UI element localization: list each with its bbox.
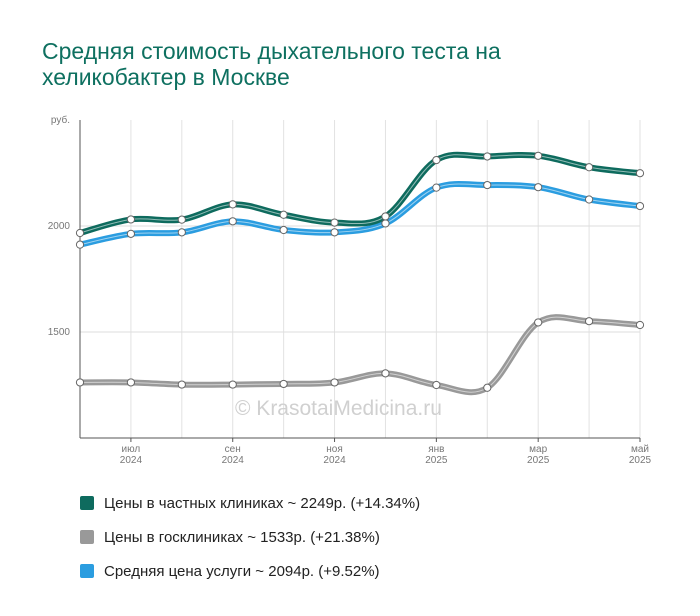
data-point[interactable] [483,383,492,392]
legend-swatch [80,496,94,510]
x-tick-label-month: сен [225,444,241,455]
data-point[interactable] [75,240,85,249]
data-point[interactable] [584,163,594,172]
data-point[interactable] [279,225,288,235]
x-tick-label-month: янв [428,444,444,455]
series-layer [77,151,643,396]
data-point[interactable] [126,229,136,238]
data-point[interactable] [432,380,441,390]
legend-swatch [80,530,94,544]
data-point[interactable] [228,200,237,209]
data-point[interactable] [330,228,339,237]
legend-label: Цены в госклиниках ~ 1533р. (+21.38%) [104,528,380,546]
x-tick-label-month: июл [122,444,141,455]
data-point[interactable] [279,210,288,219]
data-point[interactable] [381,219,390,228]
data-point[interactable] [635,320,645,330]
data-point[interactable] [432,183,441,192]
points-layer [75,151,645,392]
x-tick-label-year: 2024 [323,455,346,466]
data-point[interactable] [126,215,136,224]
data-point[interactable] [432,155,441,165]
data-point[interactable] [126,378,136,387]
data-point[interactable] [584,317,594,326]
x-tick-label-year: 2025 [425,455,448,466]
data-point[interactable] [177,215,186,224]
x-tick-label-month: май [631,444,649,455]
y-tick-label: 1500 [48,327,71,338]
line-chart: 15002000руб.июл2024сен2024ноя2024янв2025… [48,114,652,466]
data-point[interactable] [279,379,288,389]
data-point[interactable] [228,380,237,389]
data-point[interactable] [534,183,543,192]
x-tick-label-year: 2024 [222,455,245,466]
data-point[interactable] [483,180,492,190]
x-tick-label-year: 2024 [120,455,143,466]
legend-item-public[interactable]: Цены в госклиниках ~ 1533р. (+21.38%) [80,520,420,554]
data-point[interactable] [330,378,339,387]
data-point[interactable] [228,217,237,226]
data-point[interactable] [534,318,543,327]
data-point[interactable] [75,378,85,387]
data-point[interactable] [381,212,390,221]
legend-item-average[interactable]: Средняя цена услуги ~ 2094р. (+9.52%) [80,554,420,588]
data-point[interactable] [75,228,85,238]
series-line-outline [77,180,643,248]
data-point[interactable] [635,201,645,211]
y-tick-label: 2000 [48,221,71,232]
legend-label: Цены в частных клиниках ~ 2249р. (+14.34… [104,494,421,512]
data-point[interactable] [635,169,645,178]
y-axis-unit-label: руб. [51,114,70,126]
data-point[interactable] [534,151,543,160]
x-tick-label-month: ноя [326,444,343,455]
legend-label: Средняя цена услуги ~ 2094р. (+9.52%) [104,562,380,580]
x-tick-label-month: мар [529,444,547,455]
grid-layer [79,120,641,438]
data-point[interactable] [177,228,186,237]
chart-legend: Цены в частных клиниках ~ 2249р. (+14.34… [80,486,420,588]
chart-title: Средняя стоимость дыхательного теста на … [42,38,501,90]
legend-swatch [80,564,94,578]
x-tick-label-year: 2025 [527,455,550,466]
watermark-text: © KrasotaiMedicina.ru [235,397,442,420]
data-point[interactable] [483,152,492,161]
data-point[interactable] [584,195,594,204]
data-point[interactable] [330,218,339,227]
series-line-outline [77,314,643,396]
x-tick-label-year: 2025 [629,455,652,466]
data-point[interactable] [381,369,390,378]
data-point[interactable] [177,380,186,389]
legend-item-private[interactable]: Цены в частных клиниках ~ 2249р. (+14.34… [80,486,420,520]
